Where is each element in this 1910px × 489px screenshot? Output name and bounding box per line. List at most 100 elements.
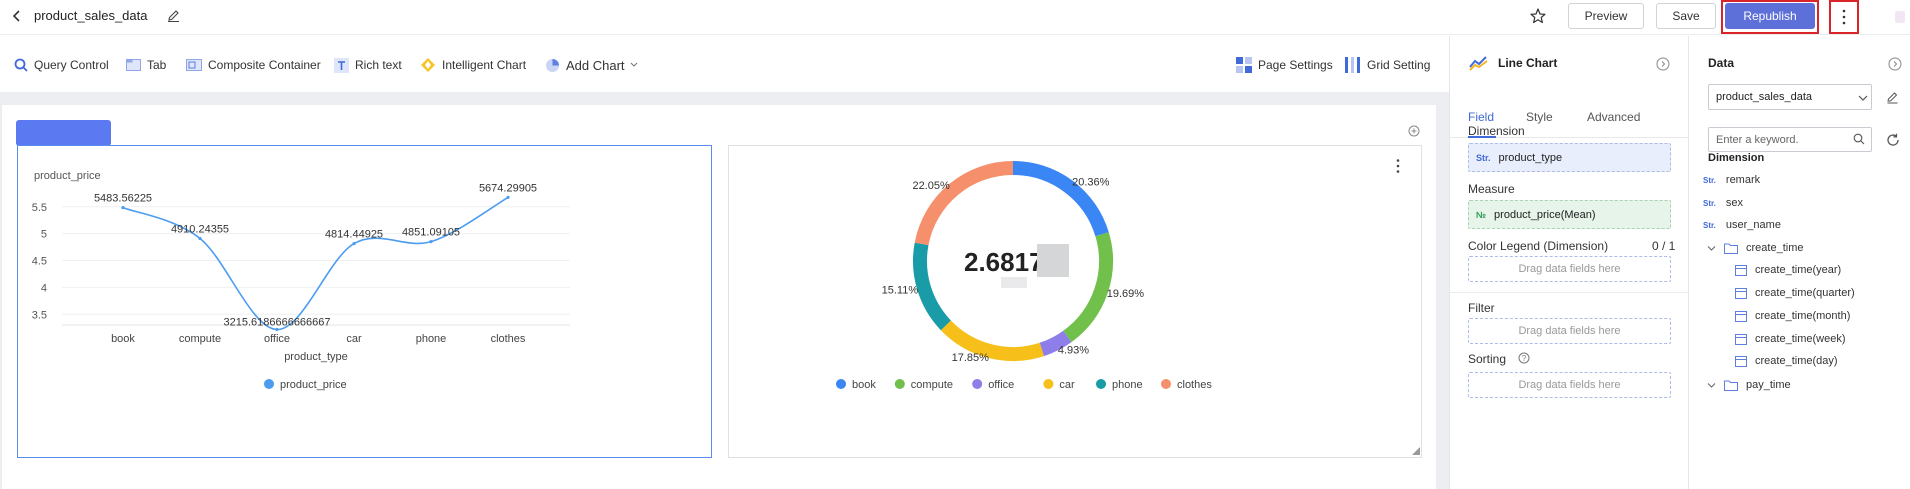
data-label: 4814.44925 [325, 229, 383, 241]
line-chart-icon [1469, 56, 1488, 71]
y-tick-label: 4 [41, 282, 47, 294]
more-vertical-icon[interactable] [1396, 158, 1400, 174]
tab-field[interactable]: Field [1468, 110, 1495, 124]
field-name: create_time(quarter) [1755, 287, 1855, 299]
color-legend-dropzone[interactable]: Drag data fields here [1468, 256, 1671, 282]
toolbar-composite-container[interactable]: Composite Container [186, 56, 321, 74]
field-item-create-time-quarter[interactable]: create_time(quarter) [1735, 285, 1855, 301]
edit-icon[interactable] [166, 8, 181, 23]
field-item-create-time-month[interactable]: create_time(month) [1735, 308, 1850, 324]
collapse-icon[interactable] [1888, 57, 1902, 71]
measure-field[interactable]: № product_price(Mean) [1468, 200, 1671, 229]
add-icon[interactable] [1408, 125, 1420, 137]
folder-name: create_time [1746, 242, 1804, 254]
toolbar-item-label: Composite Container [208, 58, 321, 72]
refresh-icon[interactable] [1886, 133, 1900, 147]
dashboard-board: product_price 3.5 4 4.5 5 5.5 5483.56225 4910.2… [2, 105, 1436, 489]
folder-pay-time[interactable]: pay_time [1707, 377, 1791, 393]
tab-advanced[interactable]: Advanced [1587, 110, 1641, 124]
dashboard-canvas: product_price 3.5 4 4.5 5 5.5 5483.56225 4910.2… [0, 92, 1449, 489]
field-name: remark [1725, 174, 1761, 186]
config-tabs: Field Style Advanced [1450, 100, 1688, 138]
data-point [506, 195, 510, 199]
x-axis-title: product_type [284, 351, 348, 363]
legend-label: compute [911, 379, 953, 391]
toolbar-rich-text[interactable]: Rich text [334, 56, 402, 74]
legend-label: car [1059, 379, 1075, 391]
preview-button[interactable]: Preview [1568, 3, 1644, 29]
line-chart: product_price 3.5 4 4.5 5 5.5 5483.56225 4910.2… [32, 170, 570, 391]
field-item-sex[interactable]: Str. sex [1703, 195, 1743, 211]
query-control-component[interactable] [16, 120, 111, 146]
field-item-create-time-day[interactable]: create_time(day) [1735, 353, 1838, 369]
collapse-icon[interactable] [1656, 57, 1670, 71]
data-point [352, 241, 356, 246]
string-type-tag: Str. [1703, 220, 1716, 230]
back-icon[interactable] [10, 9, 24, 23]
dimension-field[interactable]: Str. product_type [1468, 143, 1671, 172]
toolbar-item-label: Add Chart [566, 57, 625, 73]
line-chart-card[interactable]: product_price 3.5 4 4.5 5 5.5 5483.56225 4910.2… [17, 145, 712, 458]
donut-chart: 20.36% 19.69% 4.93% 17.85% 15.11% 22.05% 2.681… [836, 161, 1212, 391]
slice-label: 15.11% [882, 284, 919, 296]
donut-slice-book [1012, 161, 1109, 237]
field-search-input[interactable] [1708, 127, 1872, 152]
field-item-user-name[interactable]: Str. user_name [1703, 217, 1781, 233]
folder-create-time[interactable]: create_time [1707, 240, 1803, 256]
chevron-down-icon [1858, 95, 1868, 101]
x-tick-label: office [264, 333, 290, 345]
tab-style[interactable]: Style [1526, 110, 1553, 124]
container-icon [186, 59, 202, 71]
blurred-region [1001, 277, 1027, 288]
more-highlight [1829, 0, 1859, 34]
legend-marker [264, 379, 274, 389]
toolbar-tab[interactable]: Tab [126, 56, 166, 74]
folder-name: pay_time [1746, 379, 1791, 391]
field-item-remark[interactable]: Str. remark [1703, 172, 1760, 188]
republish-highlight [1721, 0, 1819, 34]
grid-setting-icon [1345, 57, 1360, 73]
legend-marker [1161, 379, 1171, 389]
donut-chart-card[interactable]: 20.36% 19.69% 4.93% 17.85% 15.11% 22.05% 2.681… [728, 145, 1422, 458]
toolbar-intelligent-chart[interactable]: Intelligent Chart [420, 56, 526, 74]
star-icon[interactable] [1529, 7, 1547, 25]
more-vertical-icon[interactable] [1840, 8, 1848, 26]
string-type-tag: Str. [1703, 198, 1716, 208]
chart-config-panel: Line Chart Field Style Advanced Dimensio… [1449, 36, 1689, 489]
calendar-icon [1735, 288, 1747, 299]
data-panel-title: Data [1708, 56, 1735, 70]
toolbar-item-label: Query Control [34, 58, 109, 72]
dataset-select[interactable]: product_sales_data [1708, 84, 1872, 110]
save-button[interactable]: Save [1656, 3, 1716, 29]
toolbar-query-control[interactable]: Query Control [14, 56, 109, 74]
legend-label: clothes [1177, 379, 1212, 391]
help-icon[interactable]: ? [1518, 352, 1530, 364]
legend-marker [1096, 379, 1106, 389]
calendar-icon [1735, 265, 1747, 276]
dimension-label: Dimension [1468, 124, 1525, 138]
field-item-create-time-year[interactable]: create_time(year) [1735, 262, 1841, 278]
calendar-icon [1735, 311, 1747, 322]
legend-marker [894, 379, 905, 389]
grid-setting-button[interactable]: Grid Setting [1345, 56, 1430, 74]
dataset-select-value: product_sales_data [1716, 91, 1813, 103]
sorting-dropzone[interactable]: Drag data fields here [1468, 372, 1671, 398]
y-tick-label: 3.5 [32, 309, 47, 321]
top-bar: product_sales_data Preview Save Republis… [0, 0, 1910, 35]
page-settings-label: Page Settings [1258, 58, 1333, 72]
avatar[interactable] [1895, 11, 1905, 23]
page-settings-button[interactable]: Page Settings [1236, 56, 1333, 74]
field-item-create-time-week[interactable]: create_time(week) [1735, 331, 1845, 347]
x-tick-label: car [346, 333, 362, 345]
slice-label: 20.36% [1072, 177, 1110, 189]
resize-handle-icon[interactable] [1412, 447, 1420, 455]
field-name: create_time(month) [1755, 310, 1851, 322]
x-tick-label: book [111, 333, 135, 345]
data-point [429, 240, 433, 244]
legend-label: office [988, 379, 1014, 391]
toolbar-add-chart[interactable]: Add Chart [545, 56, 644, 74]
edit-icon[interactable] [1886, 91, 1899, 104]
filter-dropzone[interactable]: Drag data fields here [1468, 318, 1671, 344]
folder-icon [1724, 243, 1738, 254]
republish-button[interactable]: Republish [1725, 3, 1815, 29]
